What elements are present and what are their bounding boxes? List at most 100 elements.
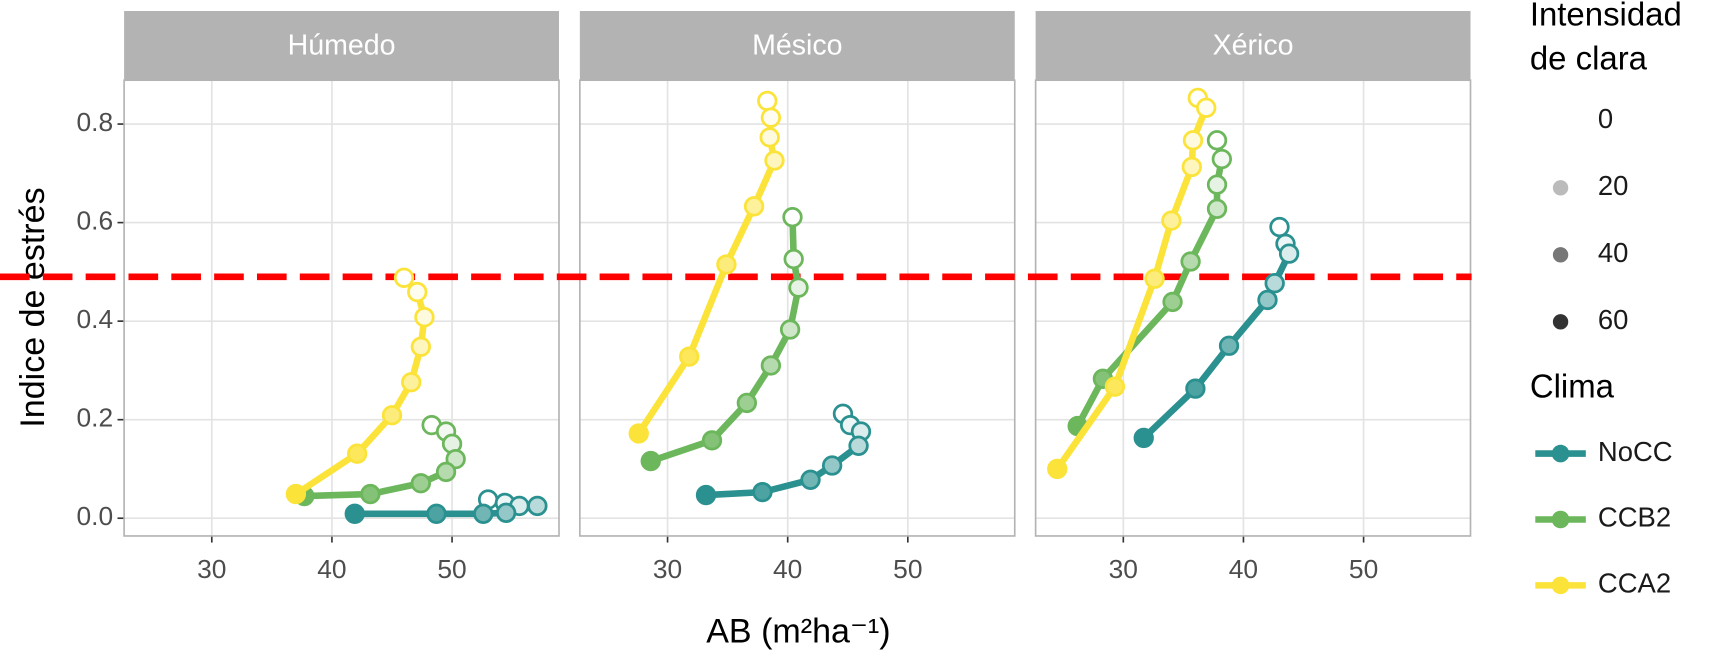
point (285, 483, 307, 505)
point (1133, 427, 1154, 449)
point (757, 90, 778, 112)
legend-label: 20 (1598, 170, 1629, 201)
x-tick-label: 30 (1109, 554, 1138, 584)
x-tick-label: 50 (893, 554, 922, 584)
point (1264, 273, 1285, 294)
point (495, 502, 517, 523)
point (1162, 291, 1183, 313)
point (821, 455, 843, 476)
point (1144, 268, 1165, 289)
point-background (849, 437, 868, 455)
point-background (528, 497, 547, 515)
point (1206, 174, 1228, 195)
point-background (1197, 99, 1215, 117)
point (473, 503, 494, 524)
point (848, 435, 869, 456)
panel-border (1034, 79, 1472, 537)
point (393, 267, 415, 288)
point-background (765, 151, 784, 170)
y-tick-label: 0.0 (76, 501, 113, 531)
panel-background (124, 80, 559, 536)
point (695, 484, 717, 506)
point-background (789, 278, 808, 297)
point (788, 277, 809, 298)
legend-label: 0 (1598, 103, 1613, 134)
point-background (1208, 200, 1226, 218)
x-tick-label: 30 (197, 554, 226, 584)
point (435, 461, 457, 483)
panel-border (579, 79, 1016, 537)
point-background (1184, 131, 1202, 150)
x-tick-label: 30 (653, 554, 682, 584)
point-background (781, 320, 799, 339)
point (344, 503, 365, 524)
point-background (422, 416, 441, 434)
legend-label: NoCC (1598, 436, 1673, 467)
point-background (762, 108, 780, 127)
point (527, 495, 548, 517)
panel-border (123, 79, 560, 537)
x-tick-label: 40 (773, 554, 802, 584)
point (1269, 216, 1290, 238)
strip (124, 11, 559, 81)
x-tick-label: 40 (1229, 554, 1258, 584)
point (716, 254, 737, 275)
x-tick-label: 50 (1349, 554, 1378, 584)
point (401, 372, 422, 393)
y-tick-label: 0.6 (76, 206, 113, 236)
panel-background (1035, 80, 1471, 536)
x-tick-label: 50 (437, 554, 466, 584)
strip (579, 11, 1015, 81)
legend-alpha-key (1552, 180, 1569, 196)
y-axis-title: Indice de estrés (14, 187, 52, 427)
point (760, 355, 782, 376)
legend-title: Clima (1530, 368, 1615, 405)
point-background (408, 283, 427, 301)
strip-label: Mésico (752, 29, 842, 61)
strip-label: Húmedo (288, 29, 396, 61)
point (1047, 458, 1068, 480)
point (701, 430, 723, 451)
x-axis-title: AB (m²ha⁻¹) (706, 613, 890, 651)
point-background (760, 128, 779, 147)
point-background (412, 337, 430, 356)
point (743, 196, 765, 217)
point-background (1213, 150, 1231, 168)
point (760, 107, 782, 128)
x-tick-label: 40 (317, 554, 346, 584)
y-tick-label: 0.2 (76, 403, 113, 433)
point-background (1270, 218, 1289, 236)
point (783, 248, 804, 270)
point (347, 443, 368, 464)
point (764, 150, 785, 171)
point-background (1265, 274, 1284, 292)
legend-key-point (1551, 510, 1570, 529)
point (779, 319, 801, 340)
point (1206, 130, 1228, 151)
point (800, 469, 821, 490)
legend-label: CCB2 (1598, 502, 1671, 533)
point-background (1183, 158, 1201, 176)
point (410, 473, 431, 494)
point (1180, 251, 1201, 272)
legend-label: 40 (1598, 237, 1629, 268)
point (1206, 198, 1228, 219)
strip (1035, 11, 1471, 81)
point (1161, 210, 1182, 231)
strip-label: Xérico (1213, 29, 1294, 61)
point-background (395, 268, 413, 287)
point (426, 503, 447, 524)
legend-key-point (1551, 444, 1570, 463)
point (1257, 289, 1278, 311)
point (1278, 243, 1300, 264)
point (1185, 378, 1206, 399)
point (1218, 335, 1240, 356)
y-tick-label: 0.4 (76, 304, 113, 334)
point (640, 450, 661, 472)
point (410, 336, 431, 357)
point-background (1208, 175, 1226, 194)
point-background (783, 208, 802, 226)
legend-alpha-key (1553, 113, 1568, 128)
point-background (1208, 131, 1226, 150)
